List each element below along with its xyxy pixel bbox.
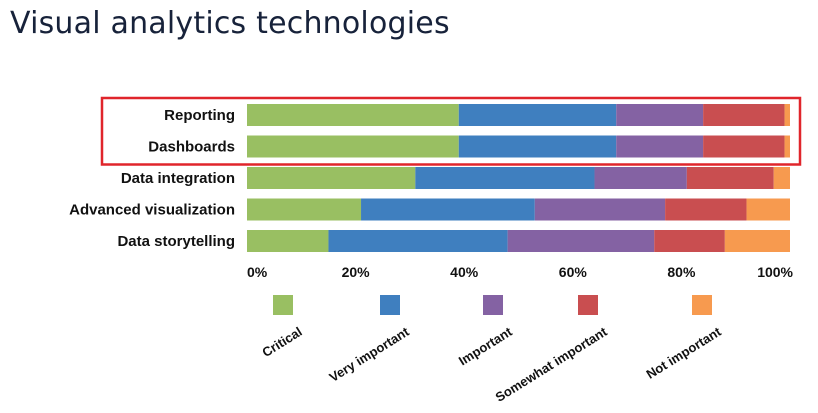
x-tick-60-3: 60% (559, 264, 588, 280)
bar-reporting-not-important (784, 104, 790, 126)
bar-data-integration-somewhat-important (686, 167, 774, 189)
legend-swatch-very-important (380, 295, 400, 315)
legend-label-critical: Critical (259, 324, 304, 360)
highlight-layer (100, 96, 802, 166)
x-tick-100-5: 100% (757, 264, 793, 280)
bar-dashboards-somewhat-important (703, 135, 785, 158)
bar-dashboards-important (616, 135, 704, 158)
bar-advanced-visualization-somewhat-important (665, 198, 747, 221)
category-label-data-storytelling: Data storytelling (117, 233, 235, 250)
category-label-advanced-visualization: Advanced visualization (69, 202, 235, 219)
bar-data-storytelling-somewhat-important (654, 230, 725, 252)
legend-label-not-important: Not important (643, 324, 724, 382)
bar-dashboards-not-important (784, 135, 790, 158)
x-tick-40-2: 40% (450, 264, 479, 280)
legend-swatch-somewhat-important (578, 295, 598, 315)
x-axis-ticks: 0% 20% 40% 60% 80% 100% (247, 264, 794, 280)
bar-advanced-visualization-critical (247, 198, 362, 221)
bar-data-storytelling-very-important (328, 230, 508, 252)
bar-data-storytelling-important (507, 230, 655, 252)
highlight-box (100, 96, 802, 166)
legend-swatch-important (483, 295, 503, 315)
category-label-dashboards: Dashboards (148, 139, 235, 156)
legend-swatch-critical (273, 295, 293, 315)
bar-dashboards-critical (247, 135, 459, 158)
bar-reporting-important (616, 104, 704, 126)
bars-layer (247, 104, 790, 252)
bar-reporting-very-important (458, 104, 617, 126)
legend-swatch-not-important (692, 295, 712, 315)
bar-dashboards-very-important (458, 135, 617, 158)
legend: Critical Very important ImportantSomewhat … (259, 295, 724, 405)
x-tick-20-1: 20% (342, 264, 371, 280)
bar-data-integration-critical (247, 167, 416, 189)
x-tick-0-0: 0% (247, 264, 268, 280)
legend-label-important: Important (456, 324, 515, 369)
bar-advanced-visualization-important (534, 198, 666, 221)
bar-data-storytelling-not-important (724, 230, 790, 252)
legend-label-very-important: Very important (327, 324, 413, 385)
category-labels: Reporting Dashboards Data integration Advan… (69, 107, 235, 250)
bar-data-integration-not-important (773, 167, 790, 189)
bar-reporting-critical (247, 104, 459, 126)
bar-advanced-visualization-very-important (361, 198, 535, 221)
x-tick-80-4: 80% (667, 264, 696, 280)
bar-advanced-visualization-not-important (746, 198, 790, 221)
bar-data-integration-important (594, 167, 687, 189)
bar-reporting-somewhat-important (703, 104, 785, 126)
page-title: Visual analytics technologies (10, 6, 450, 41)
bar-data-storytelling-critical (247, 230, 329, 252)
bar-data-integration-very-important (415, 167, 595, 189)
category-label-data-integration: Data integration (121, 170, 235, 187)
category-label-reporting: Reporting (164, 107, 235, 124)
